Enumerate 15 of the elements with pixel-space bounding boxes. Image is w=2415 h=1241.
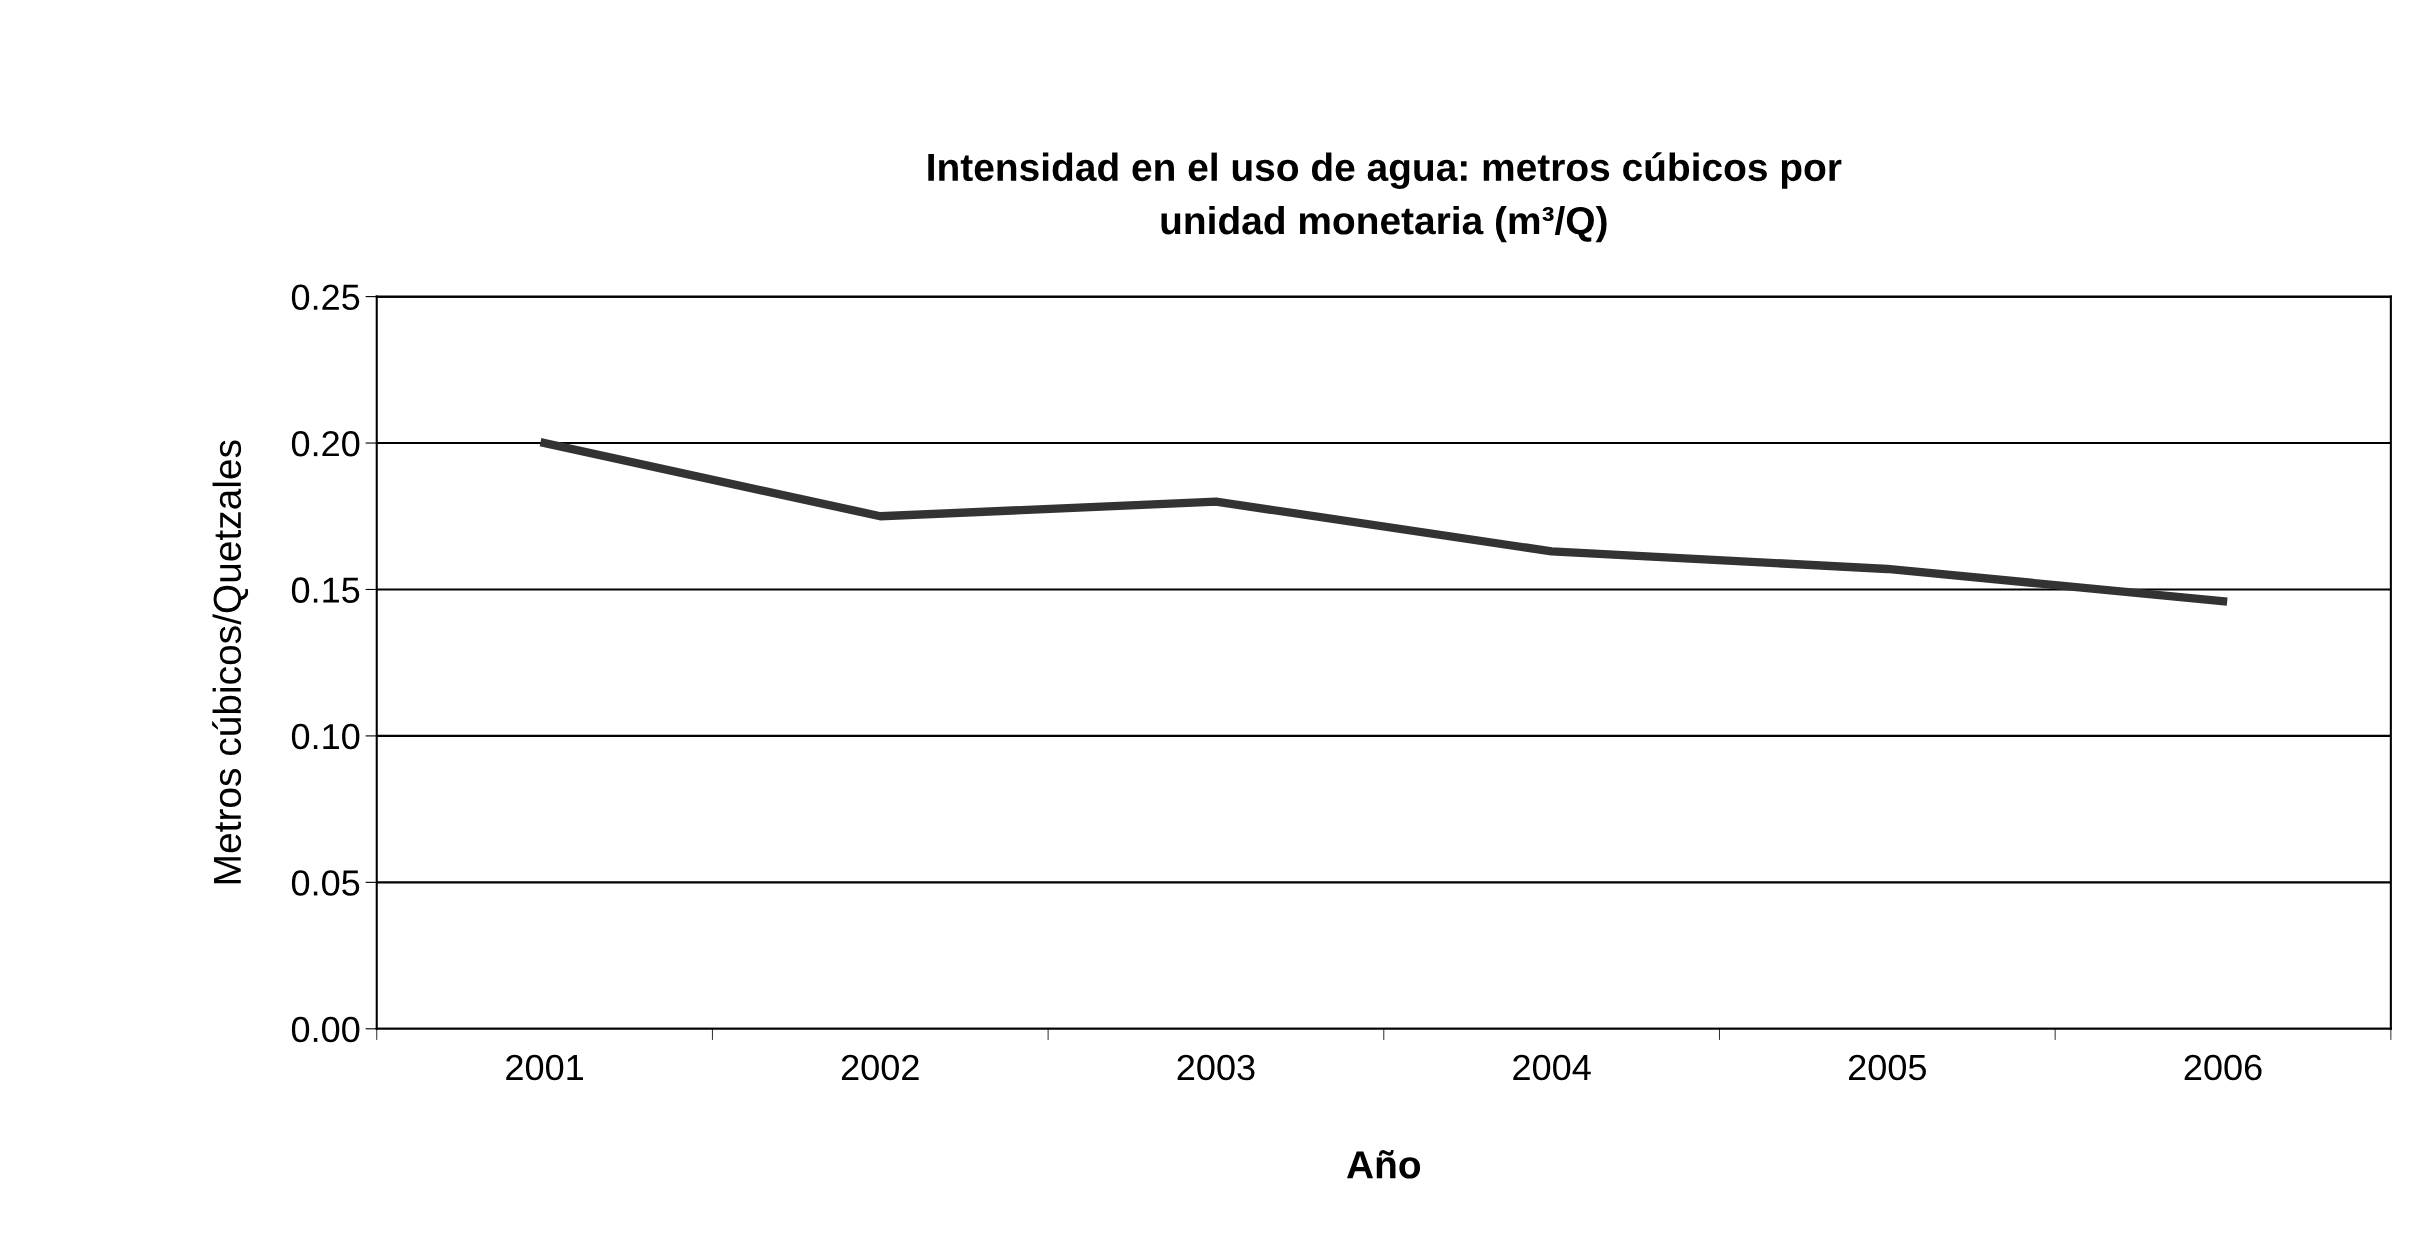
y-tick-label: 0.15 — [291, 577, 360, 603]
y-tick-label: 0.25 — [291, 284, 360, 311]
x-tick-label: 2003 — [1177, 1054, 1255, 1081]
x-tick-label: 2005 — [1848, 1054, 1926, 1081]
y-tick-label: 0.20 — [291, 430, 360, 457]
y-tick-label: 0.00 — [291, 1016, 360, 1043]
y-axis-title: Metros cúbicos/Quetzales — [212, 440, 249, 884]
chart-title: Intensidad en el uso de agua: metros cúbicos por unidad monetaria (m³/Q) — [928, 152, 1842, 243]
x-axis-title: Año — [1346, 1150, 1421, 1179]
x-tick-label: 2001 — [506, 1054, 583, 1081]
x-tick-label: 2002 — [841, 1054, 919, 1081]
y-tick-label: 0.10 — [291, 723, 360, 750]
x-tick-label: 2004 — [1513, 1054, 1591, 1081]
x-tick-label: 2006 — [2184, 1054, 2262, 1081]
y-tick-label: 0.05 — [291, 870, 360, 896]
